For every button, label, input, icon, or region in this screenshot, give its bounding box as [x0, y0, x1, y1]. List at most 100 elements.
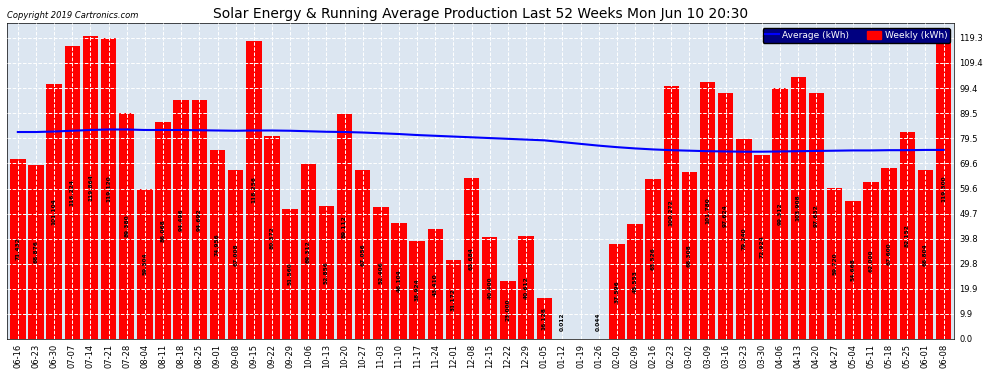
Title: Solar Energy & Running Average Production Last 52 Weeks Mon Jun 10 20:30: Solar Energy & Running Average Productio… — [213, 7, 748, 21]
Text: 51.560: 51.560 — [288, 262, 293, 285]
Text: 119.120: 119.120 — [106, 175, 111, 202]
Text: 116.224: 116.224 — [69, 179, 75, 206]
Bar — [645, 178, 661, 339]
Bar — [192, 100, 207, 339]
Bar — [482, 237, 498, 339]
Bar — [228, 170, 244, 339]
Text: 103.908: 103.908 — [796, 195, 801, 221]
Bar — [264, 136, 279, 339]
Bar — [936, 38, 951, 339]
Text: 101.104: 101.104 — [51, 198, 56, 225]
Text: 0.012: 0.012 — [560, 313, 565, 332]
Text: 100.272: 100.272 — [669, 199, 674, 226]
Text: 119.864: 119.864 — [88, 174, 93, 201]
Text: 67.600: 67.600 — [887, 242, 892, 265]
Bar — [29, 165, 44, 339]
Bar — [210, 150, 225, 339]
Text: 71.432: 71.432 — [15, 237, 21, 260]
Text: 31.172: 31.172 — [451, 288, 456, 311]
Bar — [863, 183, 879, 339]
Bar — [791, 77, 806, 339]
Bar — [809, 93, 825, 339]
Text: 72.924: 72.924 — [759, 236, 764, 258]
Bar — [737, 139, 751, 339]
Text: 38.924: 38.924 — [415, 279, 420, 301]
Bar — [700, 82, 716, 339]
Text: 80.372: 80.372 — [269, 226, 274, 249]
Text: 0.044: 0.044 — [596, 313, 601, 332]
Bar — [173, 100, 189, 339]
Text: 62.000: 62.000 — [868, 249, 873, 272]
Text: 66.308: 66.308 — [687, 244, 692, 267]
Bar — [337, 114, 352, 339]
Text: 69.312: 69.312 — [306, 240, 311, 263]
Bar — [900, 132, 915, 339]
Text: 82.152: 82.152 — [905, 224, 910, 247]
Bar — [446, 260, 461, 339]
Text: 66.804: 66.804 — [923, 243, 928, 266]
Text: 89.380: 89.380 — [124, 215, 130, 237]
Bar — [827, 188, 842, 339]
Text: 119.300: 119.300 — [941, 175, 946, 202]
Bar — [537, 298, 552, 339]
Bar — [663, 86, 679, 339]
Text: 101.780: 101.780 — [705, 197, 710, 224]
Bar — [391, 223, 407, 339]
Bar — [373, 207, 389, 339]
Text: 67.008: 67.008 — [234, 243, 239, 266]
Text: 97.624: 97.624 — [724, 204, 729, 227]
Text: 86.068: 86.068 — [160, 219, 165, 242]
Bar — [355, 170, 370, 339]
Text: 40.400: 40.400 — [487, 277, 492, 299]
Legend: Average (kWh), Weekly (kWh): Average (kWh), Weekly (kWh) — [762, 28, 950, 42]
Text: 97.632: 97.632 — [814, 204, 819, 227]
Bar — [319, 206, 334, 339]
Text: 43.410: 43.410 — [433, 273, 438, 296]
Bar — [519, 237, 534, 339]
Text: 16.128: 16.128 — [542, 307, 546, 330]
Text: 94.496: 94.496 — [179, 209, 184, 231]
Text: 59.304: 59.304 — [143, 253, 148, 275]
Bar — [101, 38, 116, 339]
Text: 99.312: 99.312 — [778, 202, 783, 225]
Bar — [772, 88, 788, 339]
Bar — [500, 281, 516, 339]
Text: 118.256: 118.256 — [251, 176, 256, 203]
Bar — [845, 201, 860, 339]
Text: 37.596: 37.596 — [615, 280, 620, 303]
Text: 46.104: 46.104 — [397, 269, 402, 292]
Bar — [64, 46, 80, 339]
Bar — [918, 170, 934, 339]
Text: 63.526: 63.526 — [650, 248, 655, 270]
Bar — [282, 209, 298, 339]
Text: 23.000: 23.000 — [506, 298, 511, 321]
Text: 63.684: 63.684 — [469, 247, 474, 270]
Text: 52.406: 52.406 — [378, 261, 383, 284]
Text: 79.240: 79.240 — [742, 228, 746, 250]
Bar — [47, 84, 61, 339]
Bar — [83, 36, 98, 339]
Text: 94.692: 94.692 — [197, 208, 202, 231]
Text: 40.612: 40.612 — [524, 276, 529, 299]
Text: 59.720: 59.720 — [833, 252, 838, 275]
Bar — [754, 155, 770, 339]
Bar — [138, 189, 152, 339]
Bar — [301, 164, 316, 339]
Bar — [428, 230, 444, 339]
Bar — [119, 113, 135, 339]
Text: 45.553: 45.553 — [633, 270, 638, 293]
Text: 52.856: 52.856 — [324, 261, 329, 284]
Bar — [155, 122, 170, 339]
Bar — [247, 40, 261, 339]
Bar — [881, 168, 897, 339]
Text: 54.668: 54.668 — [850, 258, 855, 281]
Bar — [10, 159, 26, 339]
Text: 68.876: 68.876 — [34, 241, 39, 264]
Bar — [682, 172, 697, 339]
Text: 89.112: 89.112 — [343, 215, 347, 238]
Text: 67.056: 67.056 — [360, 243, 365, 266]
Text: Copyright 2019 Cartronics.com: Copyright 2019 Cartronics.com — [7, 11, 139, 20]
Bar — [464, 178, 479, 339]
Text: 74.956: 74.956 — [215, 233, 220, 256]
Bar — [609, 244, 625, 339]
